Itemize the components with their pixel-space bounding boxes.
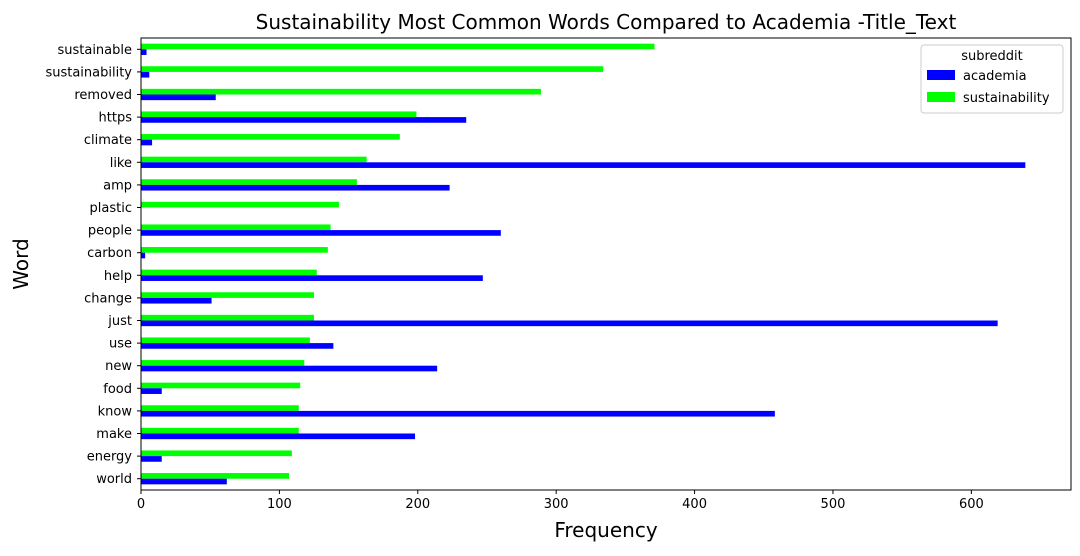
bar-sustainability-food [141, 382, 301, 389]
bar-sustainability-make [141, 427, 299, 434]
legend-swatch-academia [927, 70, 955, 80]
y-tick-label: help [104, 269, 132, 284]
y-tick-label: removed [74, 88, 132, 103]
y-tick-label: like [110, 156, 132, 171]
y-tick-label: change [84, 291, 132, 306]
bar-academia-removed [141, 94, 216, 101]
bar-sustainability-use [141, 337, 310, 344]
bar-sustainability-carbon [141, 247, 328, 253]
bar-sustainability-energy [141, 450, 292, 457]
bar-academia-make [141, 433, 416, 440]
bar-academia-climate [141, 139, 153, 146]
y-axis-title: Word [9, 238, 33, 289]
x-tick-label: 100 [267, 497, 292, 512]
y-tick-label: world [96, 472, 132, 487]
bar-sustainability-know [141, 405, 299, 411]
bar-sustainability-world [141, 473, 290, 479]
y-tick-label: make [96, 427, 132, 442]
bar-academia-new [141, 365, 438, 372]
y-tick-label: carbon [87, 246, 132, 261]
bar-academia-change [141, 297, 212, 304]
bar-sustainability-people [141, 224, 331, 231]
legend-items: academia sustainability [927, 69, 1050, 106]
bar-academia-people [141, 230, 501, 236]
bar-sustainability-just [141, 314, 314, 321]
bar-sustainability-https [141, 111, 417, 118]
y-tick-label: sustainability [45, 65, 132, 80]
y-tick-label: food [103, 382, 132, 397]
y-tick-label: plastic [90, 201, 132, 216]
bar-academia-https [141, 117, 467, 123]
bar-academia-amp [141, 184, 450, 191]
bar-sustainability-new [141, 360, 305, 366]
y-tick-label: use [109, 337, 132, 352]
bar-sustainability-removed [141, 88, 541, 95]
y-tick-label: new [105, 359, 132, 374]
bar-academia-like [141, 162, 1026, 168]
bar-academia-food [141, 388, 162, 394]
bar-academia-use [141, 343, 334, 349]
bars-layer [141, 43, 1026, 485]
bar-sustainability-change [141, 292, 314, 298]
bar-sustainability-climate [141, 134, 400, 140]
x-tick-label: 400 [682, 497, 707, 512]
legend: subreddit academia sustainability [920, 44, 1064, 114]
bar-academia-know [141, 410, 775, 417]
x-tick-label: 200 [405, 497, 430, 512]
y-tick-label: sustainable [57, 43, 132, 58]
legend-label-sustainability: sustainability [963, 91, 1050, 106]
y-tick-label: climate [84, 133, 132, 148]
bar-sustainability-sustainable [141, 43, 655, 50]
bar-sustainability-like [141, 156, 367, 163]
plot-frame [140, 37, 1072, 491]
legend-swatch-sustainability [927, 92, 955, 102]
x-axis-title: Frequency [554, 518, 657, 542]
bar-academia-energy [141, 456, 162, 462]
x-tick-label: 300 [544, 497, 569, 512]
bar-academia-carbon [141, 252, 146, 259]
bar-sustainability-plastic [141, 201, 339, 208]
y-tick-label: energy [87, 450, 133, 465]
y-tick-label: https [99, 111, 133, 126]
y-tick-label: people [88, 224, 132, 239]
y-tick-label: just [107, 314, 132, 329]
x-tick-label: 0 [137, 497, 145, 512]
bar-sustainability-amp [141, 179, 357, 185]
bar-sustainability-sustainability [141, 66, 604, 72]
legend-box [920, 44, 1064, 114]
bar-academia-just [141, 320, 998, 327]
legend-title: subreddit [961, 49, 1023, 64]
y-axis: sustainable sustainability removed https cli… [45, 43, 141, 487]
bar-sustainability-help [141, 269, 317, 276]
bar-academia-help [141, 275, 483, 281]
chart-title: Sustainability Most Common Words Compare… [256, 10, 957, 34]
y-tick-label: amp [103, 178, 132, 193]
x-axis: 0 100 200 300 400 500 600 [137, 490, 984, 512]
bar-academia-world [141, 478, 227, 485]
x-tick-label: 600 [959, 497, 984, 512]
legend-label-academia: academia [963, 69, 1027, 84]
y-tick-label: know [98, 404, 133, 419]
bar-academia-sustainability [141, 71, 150, 78]
x-tick-label: 500 [821, 497, 846, 512]
bar-academia-sustainable [141, 49, 147, 55]
